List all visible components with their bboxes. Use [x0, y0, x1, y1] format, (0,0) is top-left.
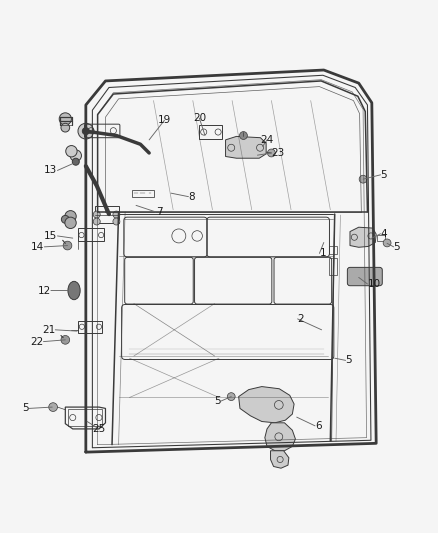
Text: 4: 4 [381, 229, 387, 239]
Circle shape [65, 211, 76, 222]
Text: 5: 5 [215, 396, 221, 406]
Text: 12: 12 [38, 286, 51, 295]
Circle shape [70, 150, 81, 161]
Text: 20: 20 [193, 113, 206, 123]
Ellipse shape [68, 281, 80, 300]
Text: 8: 8 [188, 192, 195, 201]
Text: 13: 13 [44, 165, 57, 175]
Circle shape [113, 211, 120, 218]
Text: 1: 1 [319, 248, 326, 259]
Text: 5: 5 [381, 170, 387, 180]
Circle shape [383, 239, 391, 247]
Text: 22: 22 [30, 337, 43, 346]
Bar [329, 246, 337, 254]
Circle shape [240, 132, 247, 140]
Bar [329, 258, 337, 275]
Text: 2: 2 [297, 314, 304, 324]
Text: 21: 21 [42, 325, 55, 335]
Circle shape [61, 335, 70, 344]
Circle shape [268, 149, 276, 157]
Bar [78, 321, 102, 333]
Polygon shape [265, 423, 295, 451]
Circle shape [65, 217, 76, 229]
Circle shape [72, 158, 79, 165]
Text: 5: 5 [346, 356, 352, 365]
Text: 23: 23 [272, 148, 285, 158]
Text: 7: 7 [155, 207, 162, 217]
Polygon shape [350, 227, 376, 247]
Text: 15: 15 [44, 231, 57, 241]
Circle shape [78, 123, 94, 139]
Polygon shape [271, 451, 289, 468]
Text: 19: 19 [158, 115, 171, 125]
Circle shape [93, 218, 100, 225]
Circle shape [227, 393, 235, 400]
Circle shape [61, 215, 69, 223]
Circle shape [66, 146, 77, 157]
Text: 6: 6 [315, 421, 321, 431]
Bar [199, 125, 222, 139]
Text: 5: 5 [394, 242, 400, 252]
Bar [68, 409, 102, 426]
Circle shape [59, 113, 71, 125]
Circle shape [359, 175, 367, 183]
Bar [78, 228, 104, 241]
FancyBboxPatch shape [347, 268, 382, 286]
Text: 14: 14 [31, 242, 44, 252]
Polygon shape [226, 136, 266, 158]
Text: 10: 10 [367, 279, 381, 289]
Text: 25: 25 [92, 424, 106, 434]
Text: 5: 5 [22, 403, 29, 414]
Polygon shape [239, 386, 294, 423]
Circle shape [93, 211, 100, 218]
Bar [377, 235, 385, 241]
Bar [132, 190, 153, 197]
Circle shape [61, 123, 70, 132]
Circle shape [49, 403, 57, 411]
Text: 24: 24 [261, 135, 274, 145]
Circle shape [113, 218, 120, 225]
Circle shape [82, 128, 89, 135]
Circle shape [63, 241, 72, 250]
